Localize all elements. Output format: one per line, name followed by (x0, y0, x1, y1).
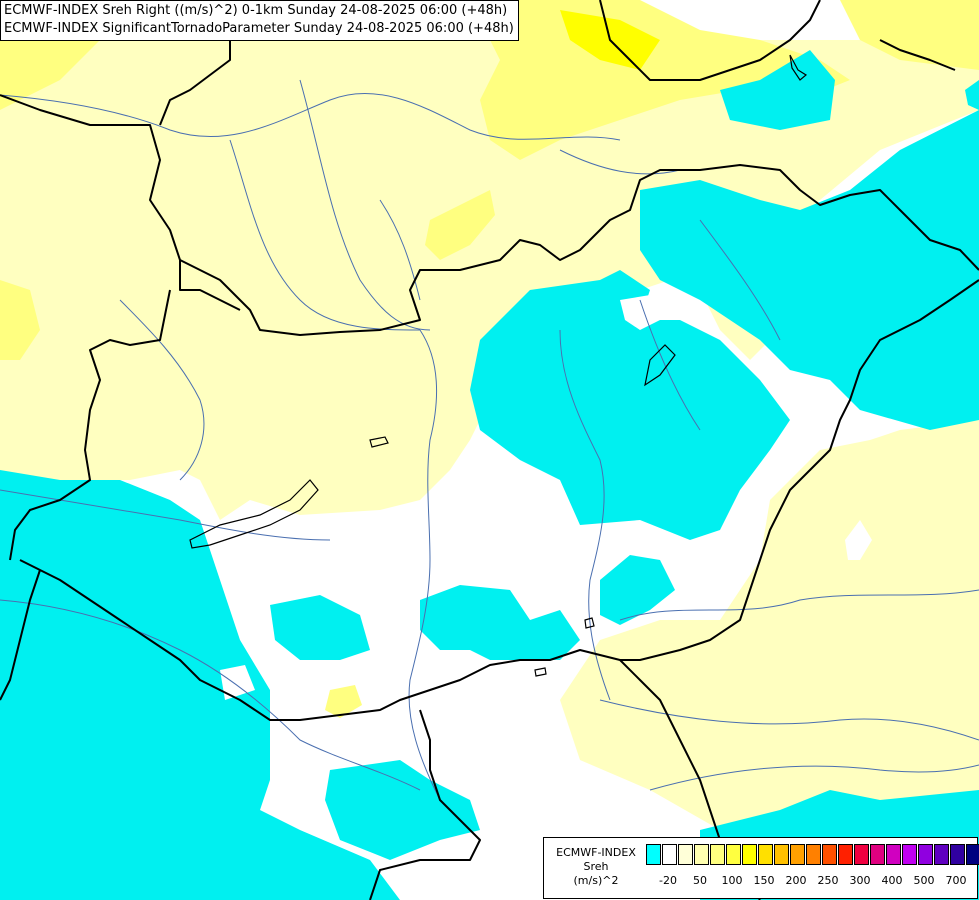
legend-title-line1: ECMWF-INDEX (556, 846, 636, 859)
legend-swatch (854, 844, 869, 865)
light-yellow-region (0, 40, 979, 520)
lakes (189, 54, 808, 677)
legend-tick-label: 50 (693, 874, 707, 887)
white-hole-east (845, 520, 872, 560)
legend-swatch (950, 844, 965, 865)
legend-title-line2: Sreh (583, 860, 609, 873)
legend-ticks: -20 50 100 150 200 250 300 400 500 700 (646, 874, 976, 888)
cyan-region-north (720, 50, 835, 130)
legend-tick-label: 150 (753, 874, 775, 887)
legend-tick-label: 700 (945, 874, 967, 887)
legend-swatch (902, 844, 917, 865)
legend-swatch (662, 844, 677, 865)
cyan-region-ne (965, 80, 979, 110)
white-hole-central (620, 295, 660, 330)
legend-swatch (774, 844, 789, 865)
color-legend: ECMWF-INDEX Sreh (m/s)^2 -20 50 100 150 200 2… (543, 837, 979, 899)
legend-swatch (822, 844, 837, 865)
white-hole-sw (220, 665, 255, 700)
cyan-region-east (640, 110, 979, 430)
yellow-region-south (325, 685, 362, 718)
cyan-region-south-mid (420, 585, 580, 660)
legend-swatch (806, 844, 821, 865)
legend-tick-label: 100 (721, 874, 743, 887)
legend-swatch (726, 844, 741, 865)
legend-swatch (678, 844, 693, 865)
legend-tick-label: -20 (659, 874, 677, 887)
map-title-line1: ECMWF-INDEX Sreh Right ((m/s)^2) 0-1km S… (4, 3, 508, 18)
legend-swatch (790, 844, 805, 865)
legend-tick-label: 250 (817, 874, 839, 887)
legend-swatch (758, 844, 773, 865)
yellow-region-center (425, 190, 495, 260)
legend-swatch (646, 844, 661, 865)
light-yellow-region-se (560, 420, 979, 850)
legend-swatch (694, 844, 709, 865)
cyan-region-sw-mid (270, 595, 370, 660)
map-title-line2: ECMWF-INDEX SignificantTornadoParameter … (4, 21, 514, 36)
yellow-region-ne (840, 0, 979, 70)
rivers (0, 79, 979, 801)
yellow-region-west (0, 280, 40, 360)
legend-tick-label: 500 (913, 874, 935, 887)
legend-swatch (742, 844, 757, 865)
legend-tick-label: 400 (881, 874, 903, 887)
legend-swatches (646, 844, 979, 865)
legend-swatch (918, 844, 933, 865)
legend-title-line3: (m/s)^2 (573, 874, 619, 887)
lake-balaton (189, 479, 319, 549)
cyan-region-west (0, 470, 400, 900)
cyan-region-south (325, 760, 480, 860)
map-title-box: ECMWF-INDEX Sreh Right ((m/s)^2) 0-1km S… (0, 0, 519, 41)
cyan-region-central (470, 270, 790, 540)
legend-swatch (886, 844, 901, 865)
legend-tick-label: 200 (785, 874, 807, 887)
legend-swatch (710, 844, 725, 865)
legend-tick-label: 300 (849, 874, 871, 887)
legend-swatch (934, 844, 949, 865)
legend-swatch (966, 844, 979, 865)
legend-title: ECMWF-INDEX Sreh (m/s)^2 (550, 846, 642, 888)
legend-swatch (870, 844, 885, 865)
cyan-region-south-blob (600, 555, 675, 625)
legend-swatch (838, 844, 853, 865)
